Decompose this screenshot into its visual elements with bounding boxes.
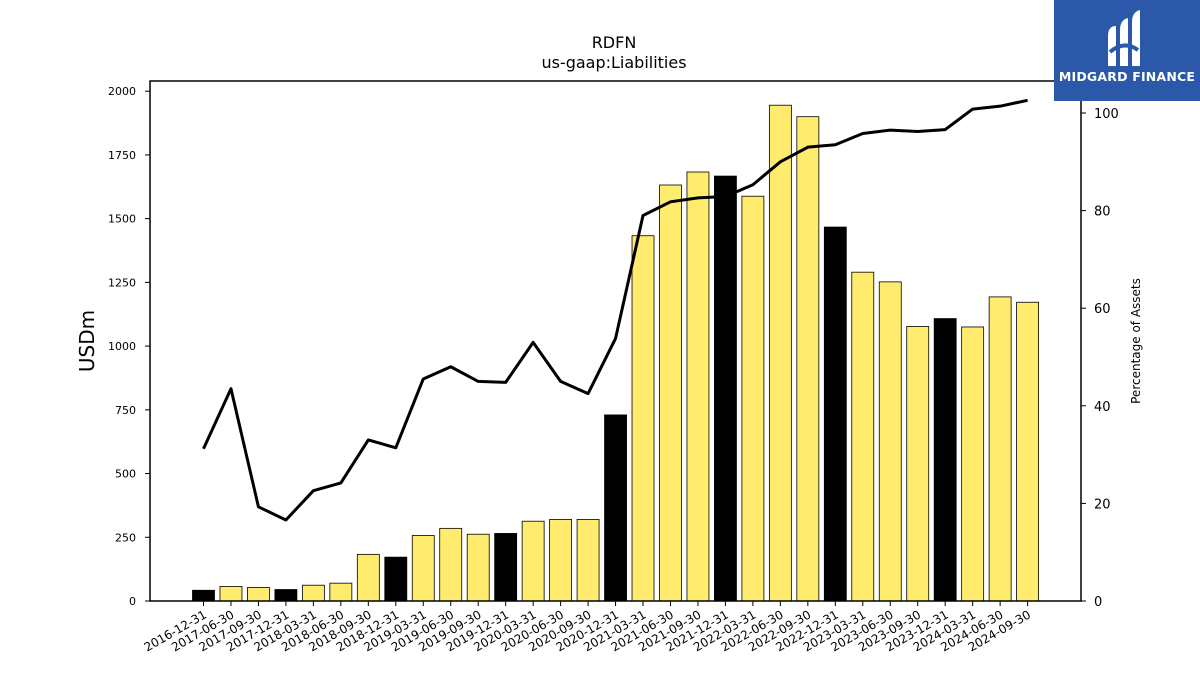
brand-logo: MIDGARD FINANCE bbox=[1054, 0, 1200, 101]
logo-mark-icon bbox=[1108, 10, 1140, 66]
y-axis-label-left: USDm bbox=[75, 310, 99, 372]
bar-2016-12-31 bbox=[192, 589, 215, 602]
percentage-of-assets-line bbox=[202, 98, 1028, 522]
y-tick-label-left: 1500 bbox=[108, 213, 136, 226]
bar-2020-09-30 bbox=[576, 519, 600, 602]
bar-2017-12-31 bbox=[274, 589, 298, 602]
y-tick-label-left: 750 bbox=[115, 404, 136, 417]
bar-2024-06-30 bbox=[988, 296, 1012, 602]
bar-2021-06-30 bbox=[659, 184, 682, 602]
bar-2024-03-31 bbox=[961, 326, 985, 602]
bar-2020-06-30 bbox=[549, 519, 573, 602]
bar-2023-12-31 bbox=[933, 318, 957, 602]
bar-2020-12-31 bbox=[604, 414, 627, 602]
y-tick-label-left: 500 bbox=[115, 468, 136, 481]
bar-2022-09-30 bbox=[796, 116, 820, 602]
bar-2018-06-30 bbox=[329, 582, 353, 602]
y-tick-label-left: 1250 bbox=[108, 276, 136, 289]
bar-2022-06-30 bbox=[768, 104, 792, 602]
bar-2022-12-31 bbox=[823, 226, 847, 602]
y-tick-label-left: 1000 bbox=[108, 340, 136, 353]
bar-2021-09-30 bbox=[686, 171, 710, 602]
bar-2023-06-30 bbox=[878, 281, 902, 602]
bar-2021-12-31 bbox=[714, 175, 737, 602]
bar-2020-03-31 bbox=[521, 520, 545, 602]
y-tick-label-right: 60 bbox=[1094, 302, 1111, 317]
bar-series bbox=[192, 104, 1039, 602]
y-tick-label-right: 100 bbox=[1094, 107, 1119, 122]
line-series bbox=[202, 98, 1028, 522]
bar-2018-12-31 bbox=[384, 556, 408, 602]
bar-2023-03-31 bbox=[851, 271, 875, 602]
chart-title: RDFN bbox=[592, 33, 637, 52]
y-tick-label-left: 250 bbox=[115, 531, 136, 544]
bar-2023-09-30 bbox=[906, 326, 930, 602]
bar-2018-09-30 bbox=[356, 553, 380, 602]
y-tick-label-left: 2000 bbox=[108, 85, 136, 98]
chart-subtitle: us-gaap:Liabilities bbox=[541, 53, 686, 72]
bar-2018-03-31 bbox=[301, 584, 325, 602]
y-axis-label-right: Percentage of Assets bbox=[1129, 278, 1143, 404]
y-tick-label-left: 1750 bbox=[108, 149, 136, 162]
y-tick-label-right: 0 bbox=[1094, 595, 1102, 610]
y-tick-label-right: 80 bbox=[1094, 205, 1111, 220]
y-tick-label-left: 0 bbox=[129, 595, 136, 608]
bar-2021-03-31 bbox=[631, 235, 655, 602]
bar-2024-09-30 bbox=[1016, 301, 1039, 602]
y-tick-label-right: 20 bbox=[1094, 497, 1111, 512]
bar-2022-03-31 bbox=[741, 195, 765, 602]
bar-2017-06-30 bbox=[219, 586, 243, 602]
bar-2019-12-31 bbox=[494, 533, 518, 602]
y-tick-label-right: 40 bbox=[1094, 400, 1111, 415]
bar-2019-09-30 bbox=[466, 533, 490, 602]
bar-2019-06-30 bbox=[439, 527, 463, 602]
logo-text: MIDGARD FINANCE bbox=[1058, 69, 1196, 84]
bar-2019-03-31 bbox=[411, 535, 435, 602]
bar-2017-09-30 bbox=[247, 587, 270, 602]
